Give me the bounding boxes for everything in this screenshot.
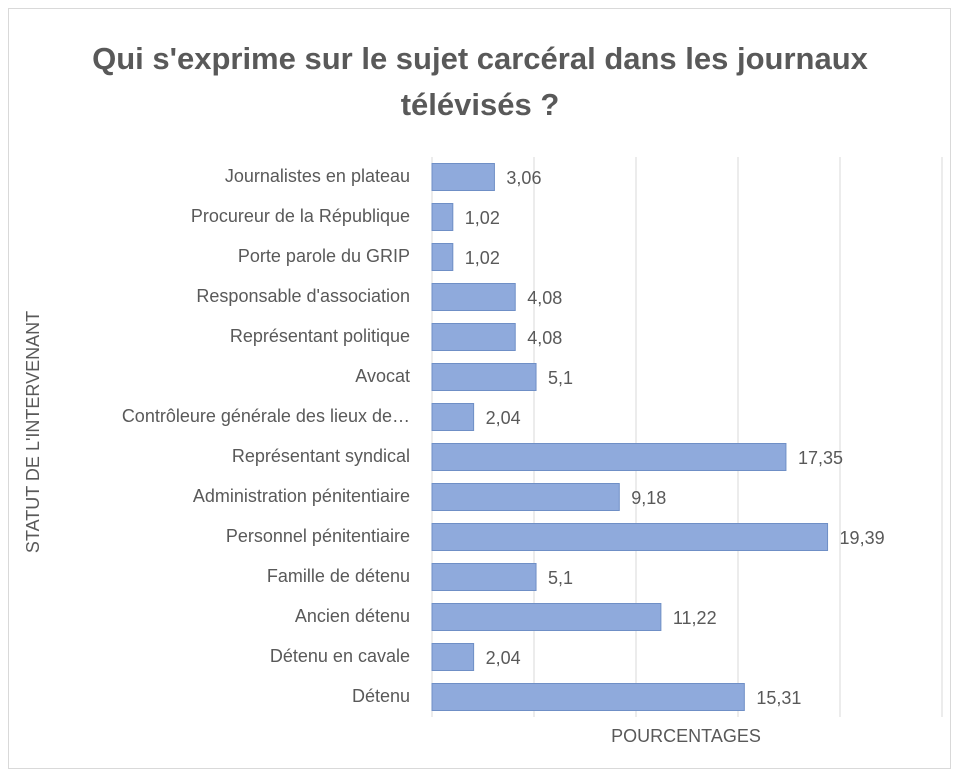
data-label: 1,02 bbox=[465, 208, 500, 228]
y-tick-label: Responsable d'association bbox=[196, 286, 410, 306]
bar bbox=[431, 403, 475, 431]
data-label: 5,1 bbox=[548, 568, 573, 588]
y-tick-label: Famille de détenu bbox=[267, 566, 410, 586]
data-label: 19,39 bbox=[840, 528, 885, 548]
y-tick-label: Détenu en cavale bbox=[270, 646, 410, 666]
x-axis-label: POURCENTAGES bbox=[611, 726, 761, 746]
bar bbox=[431, 683, 745, 711]
data-label: 4,08 bbox=[527, 288, 562, 308]
data-label: 17,35 bbox=[798, 448, 843, 468]
y-tick-label: Contrôleure générale des lieux de… bbox=[122, 406, 410, 426]
data-label: 1,02 bbox=[465, 248, 500, 268]
y-axis-label: STATUT DE L'INTERVENANT bbox=[23, 311, 43, 553]
bar bbox=[431, 243, 454, 271]
chart-title: Qui s'exprime sur le sujet carcéral dans… bbox=[92, 41, 868, 122]
y-tick-label: Procureur de la République bbox=[191, 206, 410, 226]
y-tick-label: Porte parole du GRIP bbox=[238, 246, 410, 266]
data-label: 9,18 bbox=[631, 488, 666, 508]
y-tick-label: Représentant politique bbox=[230, 326, 410, 346]
bar bbox=[431, 283, 516, 311]
data-label: 2,04 bbox=[486, 408, 521, 428]
y-tick-label: Administration pénitentiaire bbox=[193, 486, 410, 506]
data-label: 15,31 bbox=[756, 688, 801, 708]
bar bbox=[431, 443, 787, 471]
data-label: 2,04 bbox=[486, 648, 521, 668]
data-label: 4,08 bbox=[527, 328, 562, 348]
bar bbox=[431, 323, 516, 351]
y-tick-label: Personnel pénitentiaire bbox=[226, 526, 410, 546]
y-tick-label: Avocat bbox=[355, 366, 410, 386]
bar bbox=[431, 203, 454, 231]
y-tick-label: Représentant syndical bbox=[232, 446, 410, 466]
bar bbox=[431, 563, 537, 591]
bar bbox=[431, 363, 537, 391]
bar bbox=[431, 523, 829, 551]
bar bbox=[431, 603, 662, 631]
bar bbox=[431, 483, 620, 511]
y-tick-label: Détenu bbox=[352, 686, 410, 706]
y-tick-label: Ancien détenu bbox=[295, 606, 410, 626]
data-label: 11,22 bbox=[673, 608, 717, 628]
bar bbox=[431, 643, 475, 671]
y-tick-label: Journalistes en plateau bbox=[225, 166, 410, 186]
bar bbox=[431, 163, 495, 191]
data-label: 5,1 bbox=[548, 368, 573, 388]
data-label: 3,06 bbox=[506, 168, 541, 188]
